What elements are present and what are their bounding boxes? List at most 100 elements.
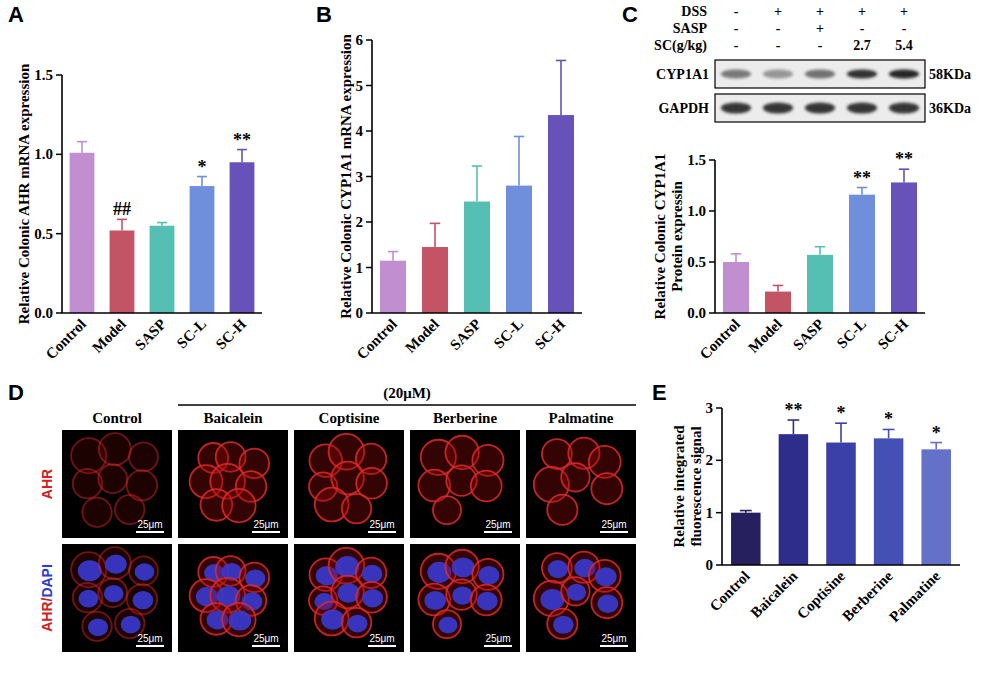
bar — [422, 247, 448, 313]
bar — [849, 195, 875, 313]
error-cap — [388, 251, 398, 253]
error-line — [935, 443, 937, 450]
row-label-part: AHR — [39, 602, 55, 632]
significance: ** — [895, 149, 913, 169]
scale-bar — [600, 531, 628, 533]
nucleus — [362, 589, 383, 607]
blot-band — [889, 103, 919, 114]
error-bar — [237, 150, 247, 163]
y-tick — [709, 159, 715, 161]
error-bar — [857, 188, 867, 195]
blot-sign: - — [776, 38, 781, 53]
error-bar — [514, 136, 524, 185]
cell — [99, 433, 131, 465]
y-tick — [716, 512, 722, 514]
blot-band — [763, 70, 793, 79]
y-tick — [56, 233, 62, 235]
error-bar — [740, 511, 752, 513]
nucleus — [548, 560, 568, 578]
microscopy: D(20μM)ControlBaicaleinCoptisineBerberin… — [8, 380, 636, 652]
treatment-line — [178, 404, 636, 406]
blot-sign: + — [816, 4, 824, 19]
error-bar — [883, 429, 895, 438]
nucleus — [424, 591, 446, 610]
x-tick-label: SC-H — [874, 316, 911, 353]
band-size: 36KDa — [929, 101, 971, 116]
nucleus — [133, 591, 154, 609]
x-tick-label: Palmatine — [886, 568, 944, 626]
cell — [222, 603, 255, 636]
error-line — [793, 420, 795, 434]
nucleus — [452, 586, 473, 604]
y-axis-title-line: Relative integrated — [671, 425, 687, 548]
nucleus — [104, 585, 124, 602]
y-axis-title-line: Relative Colonic AHR mRNA expression — [16, 63, 32, 324]
error-line — [777, 285, 779, 291]
scale-bar-label: 25μm — [369, 633, 394, 644]
nucleus — [229, 611, 252, 631]
error-line — [392, 252, 394, 261]
error-line — [476, 166, 478, 201]
bar — [150, 226, 175, 313]
error-bar — [556, 60, 566, 115]
bar — [723, 262, 749, 313]
y-tick — [56, 74, 62, 76]
nucleus — [477, 592, 498, 611]
y-tick — [716, 460, 722, 462]
y-axis-title-line: Protein expressin — [669, 181, 685, 292]
panel: B0123456ControlModelSASPSC-LSC-HRelative… — [316, 2, 582, 362]
error-line — [241, 150, 243, 163]
cell — [471, 585, 502, 616]
x-tick-label: Control — [706, 568, 752, 614]
blot-band — [721, 103, 751, 114]
error-cap — [430, 223, 440, 225]
blot-condition: SASP — [673, 21, 708, 36]
x-axis — [722, 564, 960, 566]
significance: * — [884, 409, 893, 429]
nucleus — [88, 618, 108, 636]
cell — [129, 556, 158, 585]
bar — [874, 438, 904, 565]
blot-box — [715, 94, 925, 122]
bar — [891, 182, 917, 313]
y-axis-title-line: Relative Colonic CYP1A1 — [652, 154, 668, 320]
marks — [731, 420, 951, 565]
y-tick — [56, 312, 62, 314]
band-label: CYP1A1 — [656, 67, 709, 82]
y-tick — [366, 130, 372, 132]
error-line — [434, 223, 436, 247]
cell — [98, 464, 127, 493]
nucleus — [597, 594, 618, 613]
y-tick-label: 6 — [356, 32, 364, 48]
scale-bar-label: 25μm — [601, 519, 626, 530]
y-tick — [366, 221, 372, 223]
y-tick-label: 3 — [706, 400, 714, 416]
significance: * — [932, 423, 941, 443]
y-tick — [366, 39, 372, 41]
band-label: GAPDH — [658, 101, 709, 116]
nucleus — [567, 584, 586, 601]
scale-bar — [136, 645, 164, 647]
scale-bar — [484, 531, 512, 533]
blot-sign: - — [776, 21, 781, 36]
row-label: AHR/DAPI — [39, 564, 55, 632]
significance: * — [198, 157, 207, 177]
image-bg — [526, 430, 636, 538]
x-tick-label: SASP — [132, 316, 169, 353]
y-tick — [709, 312, 715, 314]
blot-band — [847, 70, 877, 79]
nucleus — [362, 565, 383, 583]
y-tick-label: 0.5 — [687, 254, 706, 270]
image-bg — [294, 430, 404, 538]
y-axis-title: Relative Colonic CYP1A1Protein expressin — [652, 154, 685, 320]
column-title: Palmatine — [549, 410, 614, 426]
y-tick-label: 0.0 — [687, 305, 706, 321]
y-tick — [709, 210, 715, 212]
error-bar — [117, 219, 127, 230]
y-tick-label: 0.5 — [34, 226, 53, 242]
image-bg — [410, 544, 520, 652]
micrograph — [178, 544, 288, 652]
column-title: Baicalein — [203, 410, 263, 426]
bar — [110, 230, 135, 313]
nucleus — [553, 616, 574, 634]
